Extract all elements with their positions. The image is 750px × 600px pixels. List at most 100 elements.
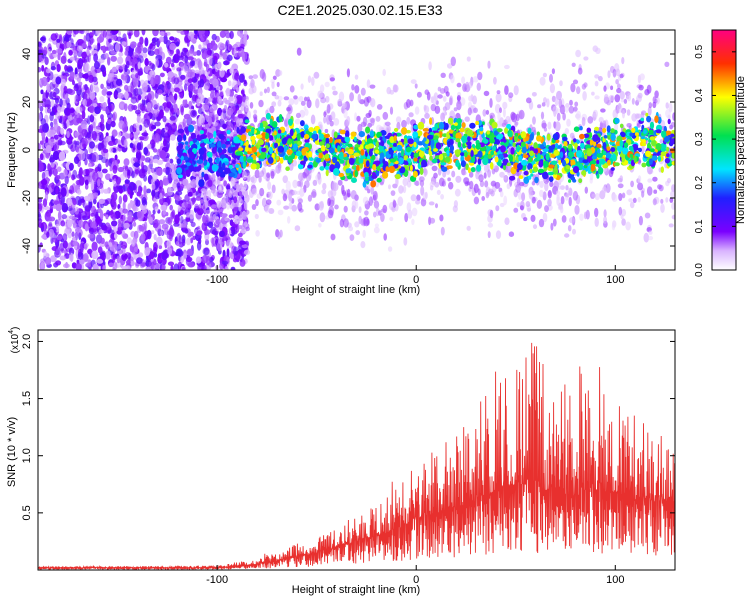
spectrogram-band-cell [318, 129, 322, 135]
spectrogram-band-halo-cell [583, 56, 589, 61]
spectrogram-noise-cell [119, 173, 126, 181]
spectrogram-noise-cell [67, 114, 73, 121]
spectrogram-noise-cell [116, 255, 122, 262]
spectrogram-band-halo-cell [292, 179, 298, 189]
spectrogram-band-halo-cell [406, 202, 412, 212]
spectrogram-noise-cell [167, 95, 174, 103]
spectrogram-noise-cell [198, 44, 202, 50]
spectrogram-noise-cell [90, 81, 95, 92]
spectrogram-noise-cell [64, 248, 68, 256]
spectrogram-band-halo-cell [539, 189, 544, 197]
spectrogram-noise-cell [164, 32, 168, 37]
spectrogram-noise-cell [97, 163, 102, 172]
spectrogram-band-halo-cell [384, 121, 391, 127]
spectrogram-band-halo-cell [246, 172, 251, 183]
spectrogram-noise-cell [187, 78, 194, 83]
spectrogram-band-halo-cell [204, 115, 210, 121]
spectrogram-noise-cell [84, 244, 88, 250]
spectrogram-noise-cell [182, 99, 186, 106]
spectrogram-band-halo-cell [437, 86, 442, 92]
spectrogram-band-halo-cell [546, 98, 550, 108]
spectrogram-band-halo-cell [532, 224, 538, 230]
spectrogram-noise-cell [69, 185, 75, 195]
spectrogram-band-halo-cell [351, 84, 355, 91]
spectrogram-noise-cell [169, 204, 173, 211]
spectrogram-band-halo-cell [389, 216, 394, 222]
spectrogram-noise-cell [92, 263, 99, 270]
spectrogram-noise-cell [103, 138, 108, 146]
spectrogram-noise-cell [111, 129, 118, 137]
spectrogram-band-halo-cell [647, 178, 653, 183]
spectrogram-noise-cell [191, 178, 197, 188]
spectrogram-band-cell [190, 132, 197, 140]
spectrogram-noise-cell [147, 50, 155, 56]
spectrogram-marks [38, 30, 675, 270]
spectrogram-band-cell [514, 134, 518, 143]
spectrogram-band-halo-cell [626, 109, 631, 116]
spectrogram-band-cell [429, 117, 433, 125]
spectrogram-band-halo-cell [348, 226, 354, 232]
spectrogram-noise-cell [87, 259, 92, 268]
spectrogram-band-halo-cell [502, 101, 508, 110]
spectrogram-band-halo-cell [249, 102, 254, 109]
spectrogram-band-halo-cell [271, 184, 276, 194]
spectrogram-noise-cell [95, 216, 101, 225]
spectrogram-noise-cell [66, 66, 74, 73]
spectrogram-band-halo-cell [489, 98, 493, 108]
spectrogram-noise-cell [172, 183, 177, 189]
spectrogram-noise-cell [211, 43, 218, 51]
spectrogram-band-halo-cell [319, 84, 325, 93]
spectrogram-band-halo-cell [632, 197, 637, 203]
spectrogram-noise-cell [235, 94, 243, 105]
spectrogram-noise-cell [168, 231, 173, 242]
spectrogram-band-halo-cell [265, 199, 272, 205]
spectrogram-band-halo-cell [615, 68, 621, 77]
spectrogram-band-halo-cell [504, 64, 510, 70]
spectrogram-noise-cell [116, 229, 122, 235]
spectrogram-noise-cell [77, 64, 82, 70]
spectrogram-noise-cell [228, 214, 234, 219]
spectrogram-band-halo-cell [206, 146, 210, 151]
spectrogram-noise-cell [144, 221, 148, 231]
spectrogram-noise-cell [159, 31, 165, 36]
spectrogram-noise-cell [230, 226, 236, 232]
spectrogram-noise-cell [161, 264, 165, 270]
spectrogram-noise-cell [192, 51, 197, 56]
spectrogram-noise-cell [202, 214, 206, 224]
spectrogram-noise-cell [212, 52, 220, 61]
spectrogram-noise-cell [68, 162, 74, 171]
spectrogram-band-halo-cell [313, 71, 320, 79]
spectrogram-noise-cell [40, 178, 48, 186]
spectrogram-band-halo-cell [554, 95, 559, 106]
spectrogram-band-halo-cell [347, 188, 351, 198]
spectrogram-band-halo-cell [254, 169, 260, 179]
spectrogram-band-halo-cell [370, 186, 375, 195]
spectrogram-noise-cell [56, 166, 62, 172]
spectrogram-noise-cell [169, 158, 174, 164]
spectrogram-band-halo-cell [468, 81, 473, 88]
spectrogram-band-halo-cell [267, 181, 272, 190]
spectrogram-band-halo-cell [503, 195, 508, 206]
spectrogram-noise-cell [168, 129, 173, 136]
spectrogram-noise-cell [75, 141, 80, 146]
spectrogram-band-halo-cell [577, 67, 583, 75]
spectrogram-band-halo-cell [450, 56, 456, 67]
spectrogram-band-halo-cell [437, 167, 442, 176]
spectrogram-noise-cell [146, 229, 152, 240]
spectrogram-noise-cell [65, 261, 69, 269]
spectrogram-band-halo-cell [671, 202, 675, 210]
spectrogram-band-halo-cell [464, 116, 470, 122]
spectrogram-band-halo-cell [617, 177, 623, 183]
spectrogram-noise-cell [109, 81, 115, 89]
spectrogram-noise-cell [124, 50, 129, 56]
spectrogram-band-halo-cell [630, 180, 634, 188]
spectrogram-band-halo-cell [223, 104, 228, 112]
spectrogram-noise-cell [68, 49, 73, 56]
spectrogram-noise-cell [100, 237, 105, 244]
spectrogram-noise-cell [187, 56, 194, 61]
spectrogram-noise-cell [125, 259, 131, 266]
spectrogram-noise-cell [211, 33, 217, 41]
spectrogram-band-cell [640, 117, 645, 122]
spectrogram-band-halo-cell [644, 89, 650, 96]
spectrogram-noise-cell [81, 43, 88, 48]
